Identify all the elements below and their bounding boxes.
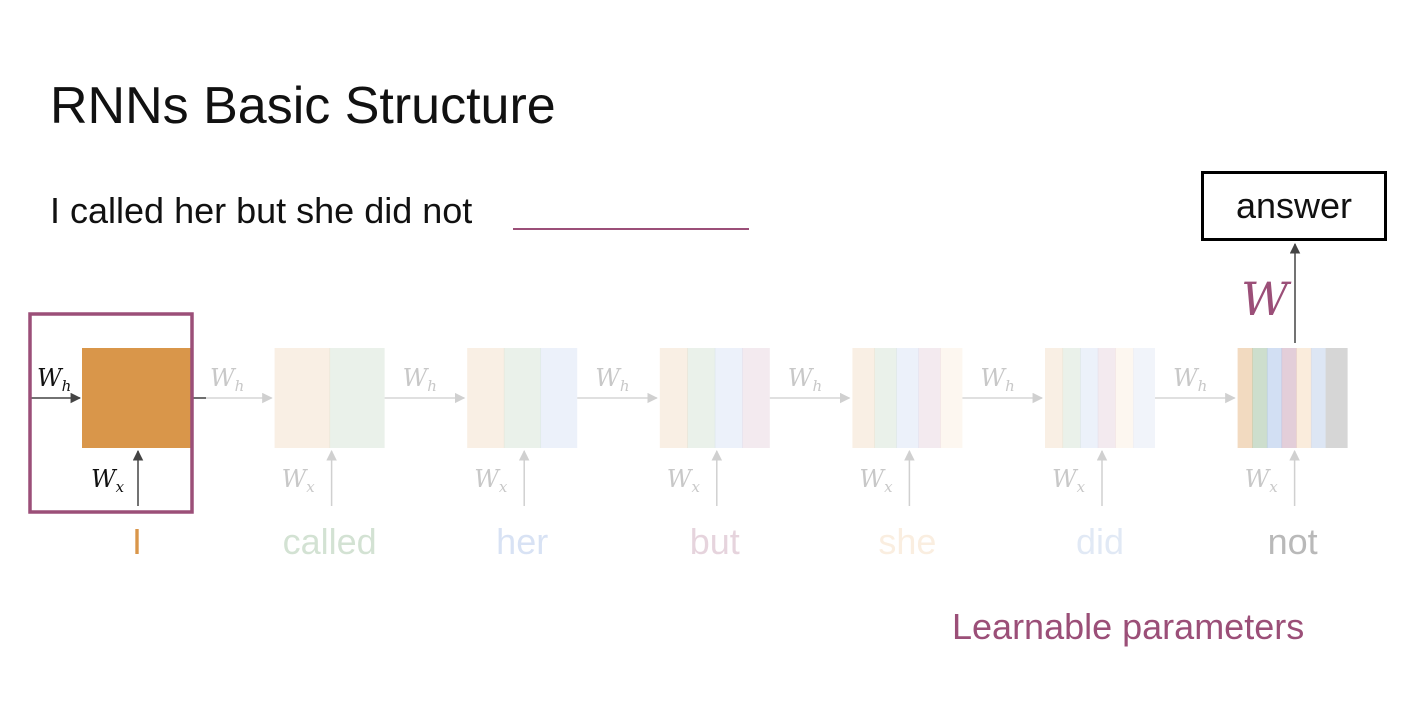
input-weight-label: Wx: [474, 465, 508, 496]
cell-block-but: [742, 348, 770, 448]
hidden-weight-label: Wh: [788, 364, 822, 395]
rnn-cell-7: Wx not: [1237, 348, 1348, 562]
answer-box: answer: [1201, 171, 1387, 241]
history-stripe: [274, 348, 331, 448]
history-stripe: [1252, 348, 1268, 448]
cell-block-did: [1133, 348, 1155, 448]
history-stripe: [896, 348, 919, 448]
history-stripe: [1281, 348, 1297, 448]
slide-title: RNNs Basic Structure: [50, 77, 556, 135]
history-stripe: [467, 348, 505, 448]
word-label-not: not: [1268, 521, 1318, 562]
hidden-weight-label: Wh: [1173, 364, 1207, 395]
rnn-cell-4: Wx Wh but: [659, 348, 851, 562]
word-label-her: her: [496, 521, 548, 562]
history-stripe: [687, 348, 716, 448]
history-stripe: [1310, 348, 1327, 448]
hidden-weight-label: Wh: [210, 364, 244, 395]
rnn-cell-6: Wx Wh did: [1045, 348, 1236, 562]
answer-label: answer: [1235, 185, 1353, 226]
history-stripe: [659, 348, 688, 448]
word-label-but: but: [690, 521, 740, 562]
history-stripe: [503, 348, 542, 448]
history-stripe: [1296, 348, 1312, 448]
output-weight-label: W: [1241, 272, 1292, 326]
history-stripe: [714, 348, 743, 448]
word-label-I: I: [132, 521, 142, 562]
history-stripe: [1080, 348, 1099, 448]
rnn-cell-5: Wx Wh she: [852, 348, 1044, 562]
history-stripe: [1115, 348, 1134, 448]
history-stripe: [1266, 348, 1283, 448]
rnn-cell-1: Wx Wh I: [82, 348, 273, 562]
input-weight-label: Wx: [1245, 465, 1279, 496]
initial-hidden-weight-label: Wh: [37, 364, 71, 395]
cell-block-her: [540, 348, 578, 448]
hidden-weight-label: Wh: [595, 364, 629, 395]
highlight-frame: [28, 312, 194, 514]
cell-block-called: [329, 348, 385, 448]
history-stripe: [874, 348, 897, 448]
history-stripe: [852, 348, 875, 448]
word-label-called: called: [283, 521, 377, 562]
history-stripe: [1097, 348, 1116, 448]
input-weight-label: Wx: [282, 465, 316, 496]
cell-block-I: [82, 348, 192, 448]
word-label-did: did: [1076, 521, 1124, 562]
hidden-weight-label: Wh: [403, 364, 437, 395]
history-stripe: [1062, 348, 1081, 448]
input-weight-label: Wx: [91, 465, 125, 496]
blank-line: [513, 228, 749, 230]
history-stripe: [918, 348, 941, 448]
history-stripe: [1237, 348, 1253, 448]
history-stripe: [1045, 348, 1064, 448]
input-weight-label: Wx: [1052, 465, 1086, 496]
hidden-weight-label: Wh: [980, 364, 1014, 395]
word-label-she: she: [878, 521, 936, 562]
learnable-parameters-caption: Learnable parameters: [952, 606, 1305, 647]
input-weight-label: Wx: [667, 465, 701, 496]
cell-block-not: [1325, 348, 1348, 448]
rnn-cell-2: Wx Wh called: [274, 348, 466, 562]
rnn-cell-3: Wx Wh her: [467, 348, 658, 562]
sentence-text: I called her but she did not: [50, 190, 473, 231]
cell-block-she: [940, 348, 963, 448]
input-weight-label: Wx: [859, 465, 893, 496]
